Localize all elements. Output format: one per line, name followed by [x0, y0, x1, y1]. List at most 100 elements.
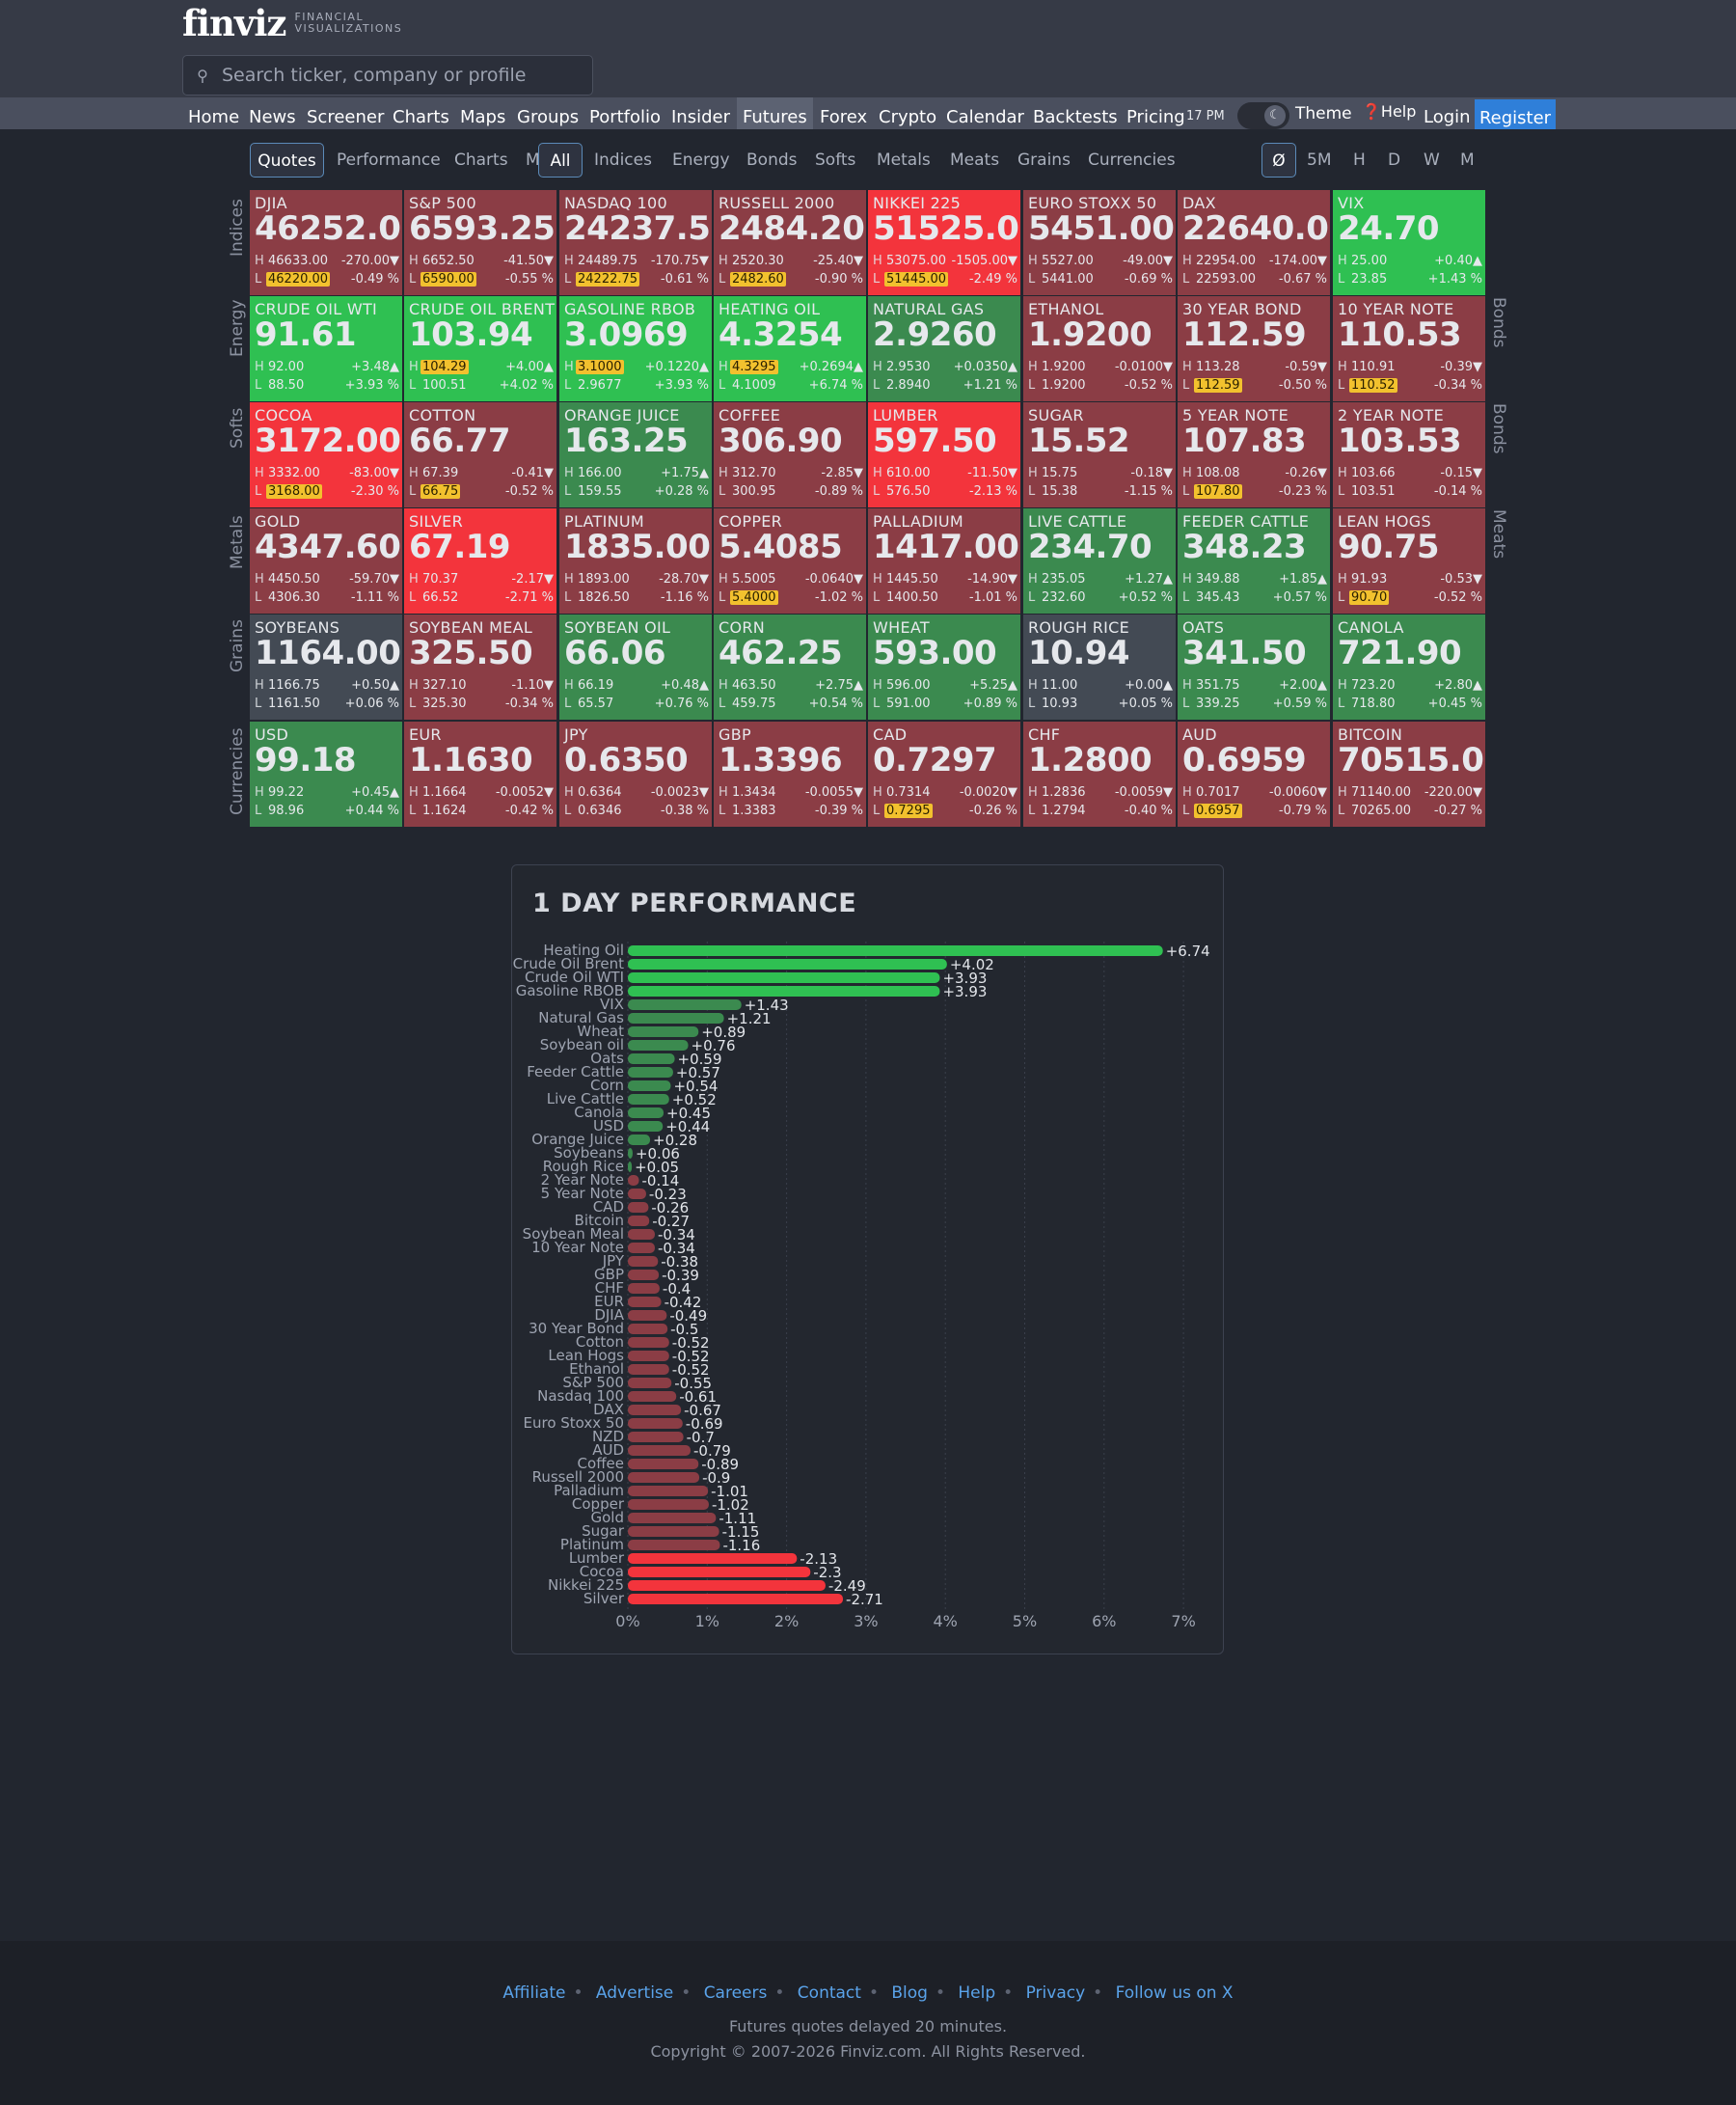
- quote-tile[interactable]: CANOLA 721.90 H 723.20 +2.80▲ L 718.80 +0.45 %: [1333, 615, 1485, 720]
- performance-bar[interactable]: [628, 1472, 700, 1483]
- nav-item-maps[interactable]: Maps: [460, 107, 506, 127]
- performance-bar[interactable]: [628, 1148, 633, 1159]
- nav-item-pricing[interactable]: Pricing: [1126, 107, 1185, 127]
- performance-bar[interactable]: [628, 1040, 689, 1051]
- nav-item-forex[interactable]: Forex: [820, 107, 868, 127]
- nav-item-home[interactable]: Home: [188, 107, 240, 127]
- performance-bar[interactable]: [628, 1567, 811, 1577]
- performance-bar[interactable]: [628, 1175, 639, 1186]
- quote-tile[interactable]: ETHANOL 1.9200 H 1.9200 -0.0100▼ L 1.9200 -0.52…: [1023, 296, 1176, 401]
- footer-link-careers[interactable]: Careers: [703, 1983, 768, 2003]
- quote-tile[interactable]: RUSSELL 2000 2484.20 H 2520.30 -25.40▼ L 2482.…: [714, 190, 866, 295]
- quote-tile[interactable]: 30 YEAR BOND 112.59 H 113.28 -0.59▼ L 112.59 -0…: [1178, 296, 1330, 401]
- nav-item-calendar[interactable]: Calendar: [946, 107, 1024, 127]
- group-tab-metals[interactable]: Metals: [877, 150, 931, 170]
- performance-bar[interactable]: [628, 1297, 662, 1307]
- quote-tile[interactable]: WHEAT 593.00 H 596.00 +5.25▲ L 591.00 +0.89 %: [868, 615, 1020, 720]
- nav-item-news[interactable]: News: [249, 107, 296, 127]
- quote-tile[interactable]: SOYBEANS 1164.00 H 1166.75 +0.50▲ L 1161.50 +0.…: [250, 615, 402, 720]
- tab-performance[interactable]: Performance: [337, 150, 441, 170]
- quote-tile[interactable]: GBP 1.3396 H 1.3434 -0.0055▼ L 1.3383 -0.39 %: [714, 722, 866, 827]
- performance-bar[interactable]: [628, 999, 742, 1010]
- timeframe-w[interactable]: W: [1424, 150, 1440, 170]
- quote-tile[interactable]: GOLD 4347.60 H 4450.50 -59.70▼ L 4306.30 -1.11 …: [250, 508, 402, 614]
- footer-link-follow-x[interactable]: Follow us on X: [1115, 1983, 1234, 2003]
- nav-item-groups[interactable]: Groups: [517, 107, 580, 127]
- performance-bar[interactable]: [628, 1053, 675, 1064]
- nav-item-screener[interactable]: Screener: [307, 107, 385, 127]
- footer-link-blog[interactable]: Blog: [891, 1983, 928, 2003]
- performance-bar[interactable]: [628, 986, 940, 997]
- quote-tile[interactable]: FEEDER CATTLE 348.23 H 349.88 +1.85▲ L 345.43 +…: [1178, 508, 1330, 614]
- quote-tile[interactable]: NATURAL GAS 2.9260 H 2.9530 +0.0350▲ L 2.8940 +…: [868, 296, 1020, 401]
- quote-tile[interactable]: COPPER 5.4085 H 5.5005 -0.0640▼ L 5.4000 -1.02 …: [714, 508, 866, 614]
- performance-bar[interactable]: [628, 1107, 665, 1118]
- quote-tile[interactable]: ORANGE JUICE 163.25 H 166.00 +1.75▲ L 159.55 +0…: [559, 402, 712, 507]
- nav-item-charts[interactable]: Charts: [393, 107, 449, 127]
- performance-bar[interactable]: [628, 1364, 669, 1375]
- quote-tile[interactable]: CRUDE OIL BRENT 103.94 H 104.29 +4.00▲ L 100.5…: [404, 296, 556, 401]
- search-input[interactable]: [222, 65, 579, 86]
- group-tab-meats[interactable]: Meats: [950, 150, 1000, 170]
- quote-tile[interactable]: SOYBEAN OIL 66.06 H 66.19 +0.48▲ L 65.57 +0.76 …: [559, 615, 712, 720]
- performance-bar[interactable]: [628, 1513, 717, 1523]
- performance-bar[interactable]: [628, 1378, 672, 1388]
- performance-bar[interactable]: [628, 1391, 677, 1402]
- performance-bar[interactable]: [628, 1337, 669, 1348]
- performance-bar[interactable]: [628, 1026, 699, 1037]
- performance-bar[interactable]: [628, 1526, 719, 1537]
- performance-bar[interactable]: [628, 1310, 667, 1321]
- performance-bar[interactable]: [628, 1580, 826, 1591]
- performance-bar[interactable]: [628, 1499, 709, 1510]
- theme-toggle[interactable]: ☾: [1237, 102, 1289, 129]
- timeframe-h[interactable]: H: [1353, 150, 1366, 170]
- performance-bar[interactable]: [628, 1445, 692, 1456]
- performance-bar[interactable]: [628, 1553, 798, 1564]
- quote-tile[interactable]: VIX 24.70 H 25.00 +0.40▲ L 23.85 +1.43 %: [1333, 190, 1485, 295]
- footer-link-advertise[interactable]: Advertise: [595, 1983, 674, 2003]
- performance-bar[interactable]: [628, 972, 940, 983]
- timeframe-none[interactable]: Ø: [1261, 143, 1296, 178]
- performance-bar[interactable]: [628, 1283, 660, 1294]
- quote-tile[interactable]: PLATINUM 1835.00 H 1893.00 -28.70▼ L 1826.50 -1…: [559, 508, 712, 614]
- performance-bar[interactable]: [628, 1067, 673, 1078]
- performance-bar[interactable]: [628, 1202, 649, 1213]
- performance-bar[interactable]: [628, 959, 947, 970]
- quote-tile[interactable]: 2 YEAR NOTE 103.53 H 103.66 -0.15▼ L 103.51 -0.…: [1333, 402, 1485, 507]
- performance-bar[interactable]: [628, 1189, 646, 1199]
- tab-charts[interactable]: Charts: [454, 150, 508, 170]
- performance-bar[interactable]: [628, 1094, 669, 1105]
- quote-tile[interactable]: PALLADIUM 1417.00 H 1445.50 -14.90▼ L 1400.50 -…: [868, 508, 1020, 614]
- tab-quotes[interactable]: Quotes: [250, 143, 324, 178]
- quote-tile[interactable]: LEAN HOGS 90.75 H 91.93 -0.53▼ L 90.70 -0.52 %: [1333, 508, 1485, 614]
- timeframe-m[interactable]: M: [1460, 150, 1475, 170]
- performance-bar[interactable]: [628, 1405, 682, 1415]
- performance-bar[interactable]: [628, 1121, 664, 1132]
- quote-tile[interactable]: JPY 0.6350 H 0.6364 -0.0023▼ L 0.6346 -0.38 %: [559, 722, 712, 827]
- quote-tile[interactable]: COFFEE 306.90 H 312.70 -2.85▼ L 300.95 -0.89 %: [714, 402, 866, 507]
- performance-bar[interactable]: [628, 1243, 655, 1253]
- performance-bar[interactable]: [628, 1540, 720, 1550]
- nav-item-backtests[interactable]: Backtests: [1033, 107, 1118, 127]
- quote-tile[interactable]: LUMBER 597.50 H 610.00 -11.50▼ L 576.50 -2.13 %: [868, 402, 1020, 507]
- help-link[interactable]: ❓Help: [1362, 101, 1416, 133]
- performance-bar[interactable]: [628, 1486, 709, 1496]
- performance-bar[interactable]: [628, 1080, 671, 1091]
- quote-tile[interactable]: EUR 1.1630 H 1.1664 -0.0052▼ L 1.1624 -0.42 %: [404, 722, 556, 827]
- group-tab-softs[interactable]: Softs: [815, 150, 856, 170]
- quote-tile[interactable]: S&P 500 6593.25 H 6652.50 -41.50▼ L 6590.00 -0.…: [404, 190, 556, 295]
- quote-tile[interactable]: GASOLINE RBOB 3.0969 H 3.1000 +0.1220▲ L 2.967…: [559, 296, 712, 401]
- nav-item-portfolio[interactable]: Portfolio: [589, 107, 662, 127]
- quote-tile[interactable]: CHF 1.2800 H 1.2836 -0.0059▼ L 1.2794 -0.40 %: [1023, 722, 1176, 827]
- quote-tile[interactable]: CAD 0.7297 H 0.7314 -0.0020▼ L 0.7295 -0.26 %: [868, 722, 1020, 827]
- login-link[interactable]: Login: [1424, 107, 1471, 127]
- performance-bar[interactable]: [628, 1351, 669, 1361]
- performance-bar[interactable]: [628, 945, 1163, 956]
- timeframe-d[interactable]: D: [1388, 150, 1401, 170]
- performance-bar[interactable]: [628, 1162, 633, 1172]
- timeframe-5m[interactable]: 5M: [1307, 150, 1332, 170]
- quote-tile[interactable]: SOYBEAN MEAL 325.50 H 327.10 -1.10▼ L 325.30 -0…: [404, 615, 556, 720]
- group-tab-grains[interactable]: Grains: [1017, 150, 1071, 170]
